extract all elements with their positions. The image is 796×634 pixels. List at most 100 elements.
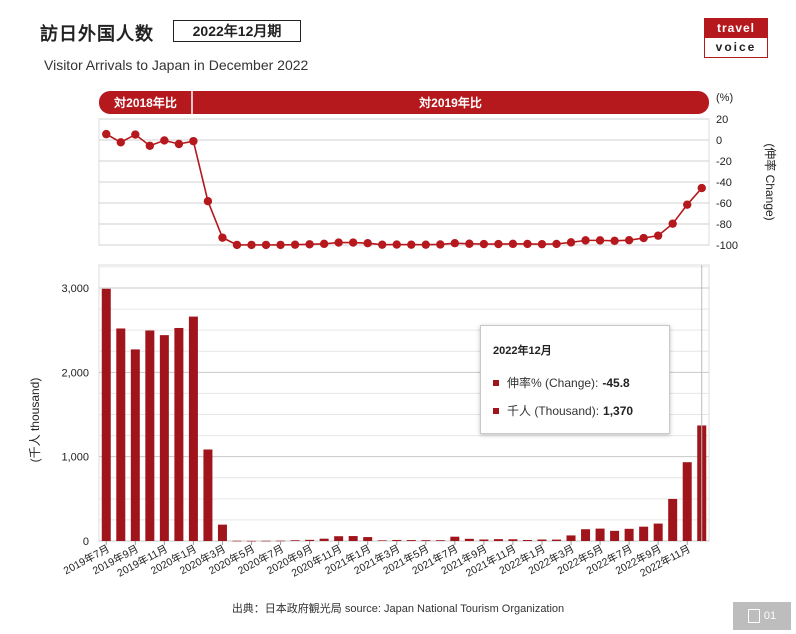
banner-2018 bbox=[99, 91, 206, 114]
thousand-bar bbox=[595, 528, 605, 541]
thousand-bar bbox=[682, 462, 692, 541]
thousand-bar bbox=[508, 539, 518, 541]
tooltip-thousand-value: 1,370 bbox=[603, 403, 634, 418]
banner-join bbox=[192, 91, 212, 114]
change-point bbox=[668, 219, 677, 228]
thousand-bar bbox=[348, 536, 358, 541]
thousand-bar bbox=[421, 540, 431, 541]
banner-2018-label: 対2018年比 bbox=[113, 95, 177, 110]
thousand-bar bbox=[406, 540, 416, 541]
change-point bbox=[203, 197, 213, 206]
line-y-tick-label: 20 bbox=[716, 114, 728, 126]
thousand-bar bbox=[639, 526, 649, 541]
line-y-tick-label: -60 bbox=[716, 198, 732, 210]
thousand-bar bbox=[450, 536, 460, 541]
bar-y-tick-label: 0 bbox=[83, 536, 89, 548]
thousand-bar bbox=[217, 524, 227, 541]
change-point bbox=[247, 240, 256, 250]
change-point bbox=[537, 239, 547, 249]
change-point bbox=[508, 239, 518, 249]
change-point bbox=[450, 239, 460, 248]
banner-2019 bbox=[192, 91, 709, 114]
page-title: 訪日外国人数 bbox=[40, 24, 154, 44]
tooltip-change-label: 伸率% (Change): bbox=[507, 376, 599, 390]
change-point bbox=[683, 200, 692, 209]
change-point bbox=[610, 236, 619, 245]
thousand-bar bbox=[392, 539, 402, 541]
tooltip-title: 2022年12月 bbox=[493, 345, 552, 357]
thousand-bar bbox=[174, 327, 184, 541]
thousand-bar bbox=[363, 537, 373, 541]
change-point bbox=[479, 239, 489, 249]
change-point bbox=[624, 235, 634, 245]
thousand-bar bbox=[319, 538, 329, 541]
change-point bbox=[102, 129, 111, 139]
change-point bbox=[494, 239, 503, 249]
change-point bbox=[421, 240, 430, 249]
thousand-bar bbox=[566, 535, 576, 541]
tooltip-change-value: -45.8 bbox=[602, 375, 630, 390]
thousand-bar bbox=[522, 539, 532, 541]
thousand-bar bbox=[232, 540, 242, 542]
thousand-bar bbox=[653, 523, 663, 541]
tooltip-thousand-row: 千人 (Thousand): 1,370 bbox=[493, 402, 633, 419]
change-point bbox=[348, 238, 358, 247]
thousand-bar bbox=[101, 288, 111, 541]
line-y-tick-label: -100 bbox=[716, 240, 738, 252]
change-point bbox=[116, 138, 125, 147]
tooltip-change-row: 伸率% (Change): -45.8 bbox=[493, 374, 630, 391]
thousand-bar bbox=[624, 528, 634, 541]
thousand-bar bbox=[203, 449, 213, 541]
change-point bbox=[436, 240, 445, 249]
chart-tooltip: 2022年12月 伸率% (Change): -45.8 千人 (Thousan… bbox=[480, 325, 670, 434]
source-note: 出典：日本政府観光局 source: Japan National Touris… bbox=[231, 603, 565, 615]
thousand-bar bbox=[159, 335, 169, 541]
change-point bbox=[319, 239, 329, 249]
change-point bbox=[639, 233, 648, 243]
thousand-bar bbox=[581, 529, 591, 541]
change-point bbox=[131, 130, 140, 139]
change-point bbox=[523, 239, 532, 249]
thousand-bar bbox=[537, 539, 547, 541]
change-series-line bbox=[105, 133, 703, 246]
change-point bbox=[566, 238, 576, 247]
logo-top-text: travel bbox=[705, 19, 767, 38]
thousand-bar bbox=[377, 540, 387, 541]
change-point bbox=[697, 183, 706, 193]
change-point bbox=[653, 231, 663, 240]
change-point bbox=[174, 139, 184, 149]
thousand-bar bbox=[493, 539, 503, 541]
tooltip-thousand-label: 千人 (Thousand): bbox=[507, 404, 600, 418]
change-point bbox=[363, 239, 372, 248]
change-point bbox=[378, 240, 387, 249]
thousand-bar bbox=[305, 539, 315, 541]
thousand-bar bbox=[334, 536, 344, 541]
change-point bbox=[465, 239, 474, 248]
thousand-bar bbox=[130, 349, 140, 541]
thousand-swatch bbox=[493, 407, 499, 414]
change-point bbox=[276, 240, 285, 250]
page-badge[interactable]: 01 bbox=[733, 602, 791, 630]
thousand-bar bbox=[261, 540, 271, 542]
line-y-tick-label: -20 bbox=[716, 156, 732, 168]
thousand-bar bbox=[290, 540, 300, 541]
bar-y-axis-label: (千人 thousand) bbox=[28, 378, 42, 463]
period-badge: 2022年12月期 bbox=[173, 20, 301, 42]
change-point bbox=[160, 136, 169, 145]
banner-2019-label: 対2019年比 bbox=[418, 95, 482, 110]
thousand-bar bbox=[551, 539, 562, 541]
change-point bbox=[145, 141, 155, 150]
logo-bottom-text: voice bbox=[715, 40, 757, 54]
thousand-bar bbox=[479, 539, 489, 541]
thousand-bar bbox=[145, 330, 155, 541]
thousand-bar bbox=[668, 498, 678, 541]
change-point bbox=[305, 240, 314, 249]
travelvoice-logo: travel voice bbox=[704, 18, 768, 58]
change-point bbox=[232, 240, 242, 250]
line-y-axis-label: (伸率 Change) bbox=[763, 143, 778, 220]
page-subtitle: Visitor Arrivals to Japan in December 20… bbox=[44, 57, 309, 73]
change-swatch bbox=[493, 379, 499, 386]
thousand-bar bbox=[116, 328, 126, 541]
bar-y-tick-label: 2,000 bbox=[61, 367, 89, 379]
